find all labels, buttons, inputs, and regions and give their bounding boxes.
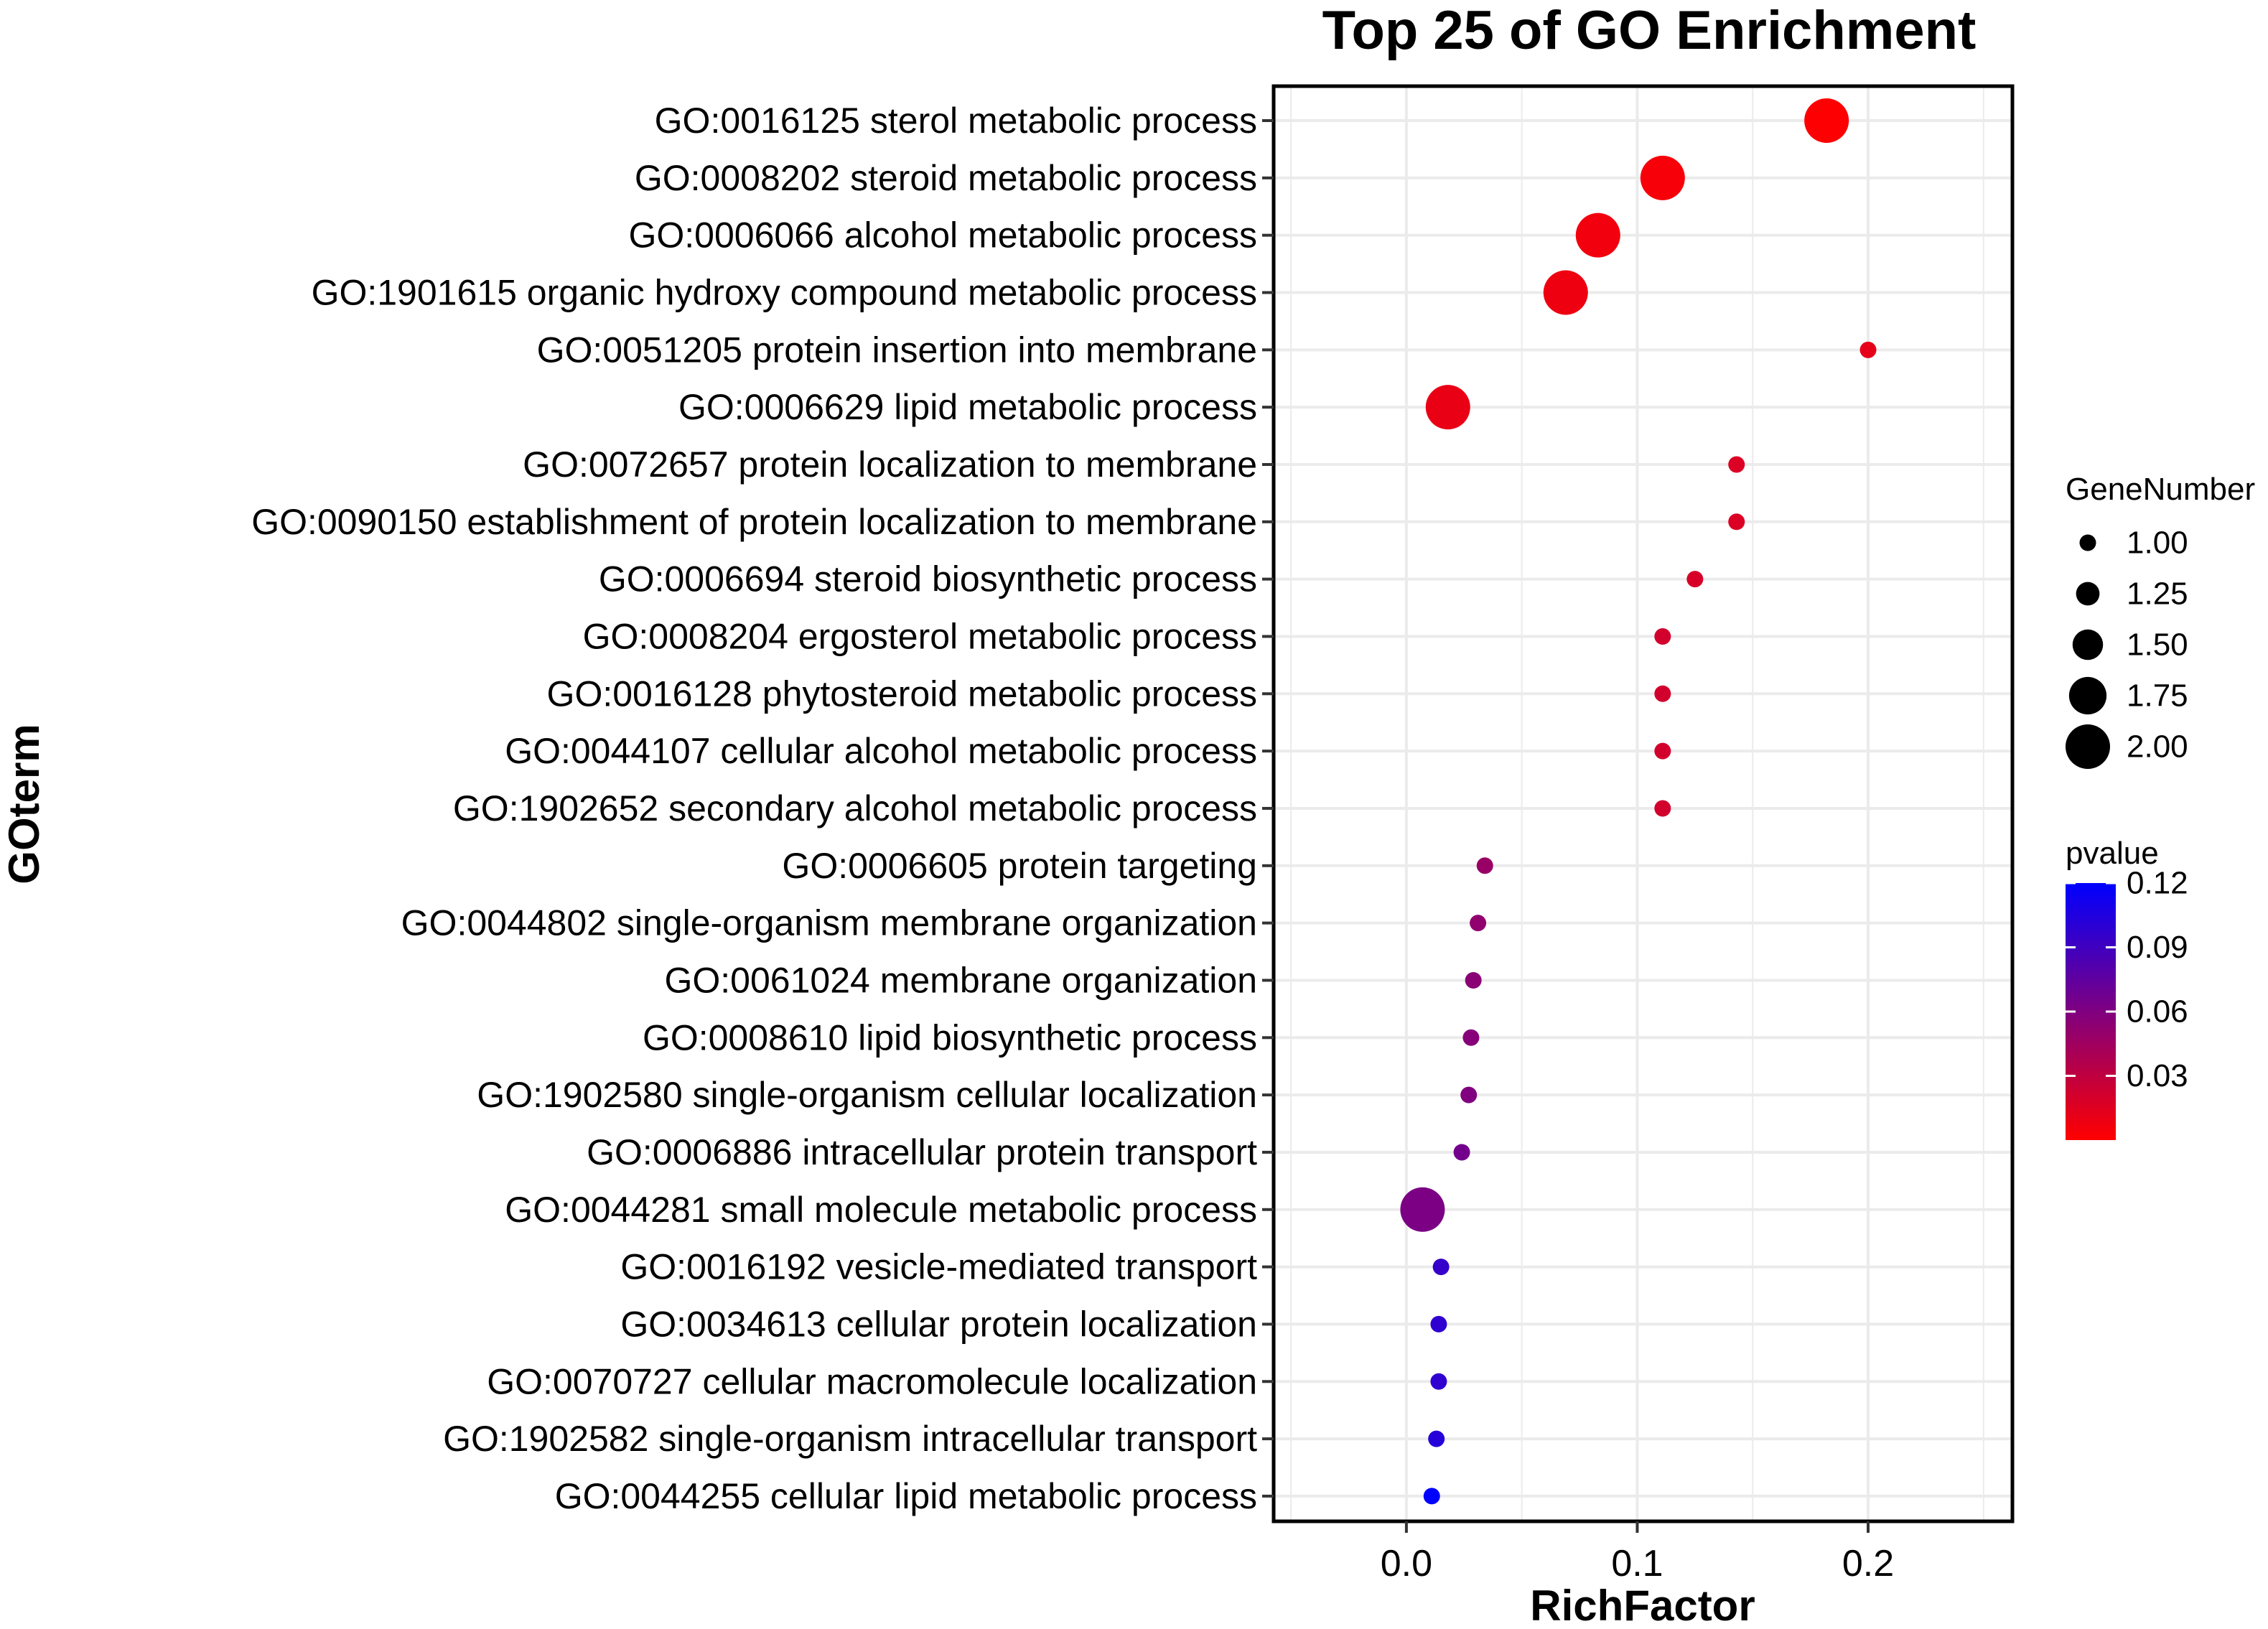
- y-tick-label: GO:0044255 cellular lipid metabolic proc…: [555, 1476, 1257, 1516]
- data-point: [1432, 1259, 1450, 1276]
- x-axis-label: RichFactor: [1530, 1582, 1755, 1629]
- color-legend-label: 0.12: [2127, 866, 2188, 901]
- y-tick-label: GO:0044107 cellular alcohol metabolic pr…: [505, 731, 1257, 771]
- plot-panel-border: [1271, 84, 2015, 1523]
- gridlines: [1274, 86, 2012, 1521]
- data-point: [1462, 1029, 1480, 1046]
- y-tick-label: GO:0044802 single-organism membrane orga…: [401, 903, 1257, 943]
- size-legend-label: 2.00: [2127, 729, 2188, 765]
- data-point: [1425, 385, 1470, 430]
- size-legend-dot: [2066, 724, 2110, 769]
- y-axis-label: GOterm: [0, 724, 48, 884]
- color-legend-label: 0.06: [2127, 994, 2188, 1030]
- data-point: [1575, 213, 1620, 258]
- data-point: [1470, 915, 1487, 932]
- data-point: [1460, 1086, 1478, 1103]
- y-tick-label: GO:0006605 protein targeting: [782, 846, 1257, 886]
- chart-title: Top 25 of GO Enrichment: [1322, 0, 1977, 61]
- data-point: [1654, 742, 1671, 760]
- y-tick-label: GO:1902580 single-organism cellular loca…: [477, 1075, 1257, 1115]
- data-point: [1728, 513, 1745, 531]
- plot-panel-background: [1274, 86, 2012, 1521]
- data-point: [1453, 1144, 1470, 1161]
- data-point: [1428, 1430, 1445, 1447]
- y-tick-label: GO:0034613 cellular protein localization: [620, 1304, 1257, 1344]
- y-tick-label: GO:0016125 sterol metabolic process: [655, 101, 1257, 141]
- y-tick-label: GO:1902652 secondary alcohol metabolic p…: [453, 788, 1257, 828]
- data-point: [1686, 571, 1704, 588]
- y-tick-label: GO:1901615 organic hydroxy compound meta…: [312, 272, 1257, 312]
- size-legend-items: 1.00 1.25 1.50 1.75 2.00: [2066, 526, 2188, 769]
- color-legend-label: 0.09: [2127, 930, 2188, 965]
- y-tick-label: GO:0072657 protein localization to membr…: [523, 444, 1257, 485]
- color-legend-title: pvalue: [2066, 836, 2159, 871]
- x-tick-label: 0.1: [1611, 1543, 1663, 1584]
- x-tick-label: 0.0: [1381, 1543, 1432, 1584]
- data-point: [1430, 1373, 1447, 1390]
- color-legend-label: 0.03: [2127, 1058, 2188, 1093]
- size-legend-label: 1.25: [2127, 577, 2188, 612]
- size-legend-label: 1.00: [2127, 526, 2188, 561]
- data-point: [1430, 1315, 1447, 1332]
- y-tick-label: GO:0008202 steroid metabolic process: [635, 158, 1257, 198]
- data-point: [1465, 971, 1482, 989]
- data-point: [1654, 627, 1671, 645]
- data-point: [1859, 341, 1877, 358]
- size-legend-dot: [2072, 629, 2104, 661]
- y-tick-label: GO:1902582 single-organism intracellular…: [443, 1419, 1257, 1459]
- y-tick-label: GO:0051205 protein insertion into membra…: [537, 330, 1257, 370]
- x-axis: 0.0 0.1 0.2: [1381, 1521, 1894, 1584]
- data-point: [1640, 155, 1685, 200]
- y-tick-label: GO:0090150 establishment of protein loca…: [251, 502, 1257, 542]
- data-point: [1804, 98, 1849, 143]
- y-tick-label: GO:0006629 lipid metabolic process: [678, 387, 1257, 427]
- data-point: [1400, 1187, 1445, 1232]
- y-tick-label: GO:0008610 lipid biosynthetic process: [643, 1017, 1257, 1058]
- y-tick-label: GO:0061024 membrane organization: [664, 960, 1257, 1000]
- size-legend-title: GeneNumber: [2066, 472, 2255, 507]
- y-tick-label: GO:0016128 phytosteroid metabolic proces…: [547, 673, 1257, 714]
- size-legend-label: 1.75: [2127, 678, 2188, 714]
- y-tick-label: GO:0006886 intracellular protein transpo…: [587, 1132, 1257, 1172]
- y-tick-label: GO:0006694 steroid biosynthetic process: [599, 559, 1257, 599]
- y-tick-label: GO:0006066 alcohol metabolic process: [628, 215, 1257, 256]
- size-legend: GeneNumber 1.00 1.25 1.50 1.75 2.00: [2066, 472, 2255, 769]
- data-point: [1654, 685, 1671, 702]
- size-legend-label: 1.50: [2127, 627, 2188, 663]
- color-legend-ticks: 0.03 0.06 0.09 0.12: [2066, 866, 2188, 1093]
- size-legend-dot: [2079, 534, 2096, 551]
- y-tick-label: GO:0044281 small molecule metabolic proc…: [505, 1190, 1257, 1230]
- data-point: [1476, 857, 1493, 874]
- size-legend-dot: [2076, 582, 2100, 606]
- data-points: [1400, 98, 1877, 1505]
- data-point: [1543, 270, 1588, 315]
- y-tick-label: GO:0016192 vesicle-mediated transport: [620, 1247, 1257, 1287]
- y-tick-label: GO:0070727 cellular macromolecule locali…: [487, 1361, 1257, 1401]
- size-legend-dot: [2068, 676, 2107, 715]
- data-point: [1728, 456, 1745, 473]
- data-point: [1423, 1488, 1440, 1505]
- y-axis: GO:0016125 sterol metabolic process GO:00…: [251, 101, 1274, 1516]
- data-point: [1654, 800, 1671, 817]
- x-tick-label: 0.2: [1842, 1543, 1894, 1584]
- y-tick-label: GO:0008204 ergosterol metabolic process: [583, 616, 1257, 656]
- color-legend: pvalue 0.03 0.06 0.09 0.12: [2066, 836, 2188, 1140]
